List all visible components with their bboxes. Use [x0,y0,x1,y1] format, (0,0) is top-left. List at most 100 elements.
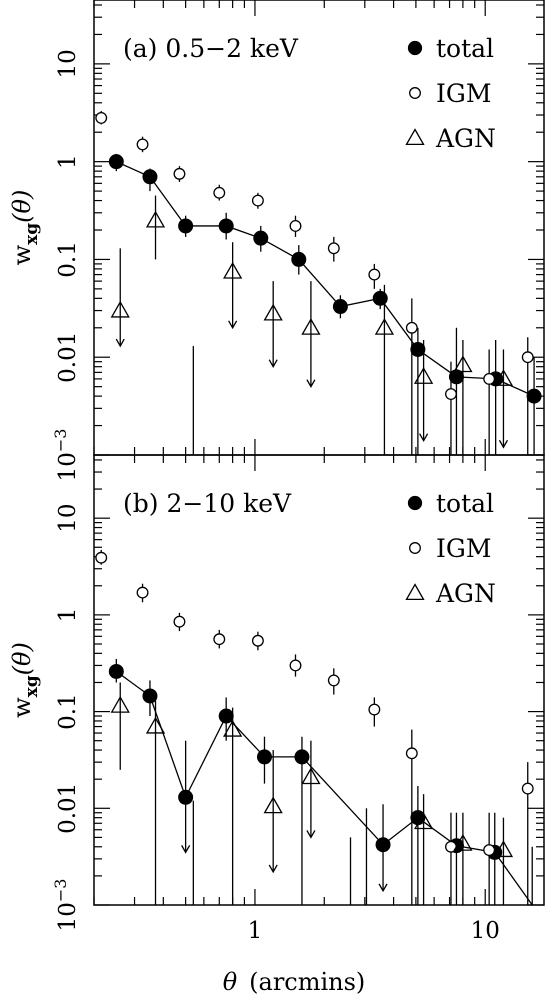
data-point-total [218,218,234,234]
data-point-total [410,341,426,357]
y-tick-label: 0.01 [55,783,81,834]
data-point-agn [145,716,166,734]
data-point-igm [251,634,264,647]
data-point-agn [493,369,514,386]
data-point-agn [145,210,166,228]
data-point-total [448,369,464,385]
y-tick-label: 0.01 [55,332,81,383]
data-point-total [410,810,426,826]
upper-limit-arrow-head [306,830,316,839]
y-tick-label: 1 [55,154,81,169]
data-point-igm [213,186,226,199]
legend-label-agn: AGN [435,579,496,608]
panel-a: 10 1 0.1 0.01 10−3 wxg(θ) (a) 0.5−2 keV total IG… [8,0,545,482]
upper-limit-arrow-head [181,845,191,854]
data-point-total [375,837,391,853]
y-tick-label: 1 [55,608,81,623]
series-total [108,153,542,455]
legend-label-total: total [436,489,494,518]
upper-limit-arrow-head [378,883,388,893]
series-total [108,658,533,906]
data-point-total [108,663,124,679]
data-point-total [291,251,307,267]
y-tick-label-exponent: −3 [51,879,70,903]
data-point-total [108,154,124,170]
data-point-igm [368,703,381,716]
y-axis-title-base: w [8,244,36,265]
y-tick-label: 0.1 [55,241,81,278]
legend-marker-igm [409,542,421,554]
series-line-total [115,670,533,906]
data-point-agn [263,303,283,321]
data-point-agn [301,317,321,335]
x-tick-label: 10 [471,918,500,944]
data-point-igm [327,674,340,687]
data-point-agn [374,317,395,335]
data-point-igm [368,268,381,281]
panel-label-a: (a) 0.5−2 keV [123,34,299,63]
upper-limit-arrow-head [268,864,278,874]
data-point-agn [110,300,130,318]
y-tick-label-exponent: −3 [51,429,70,453]
series-agn [110,195,514,455]
plot-frame-b [93,454,545,906]
y-axis-title-argument: (θ) [8,190,36,223]
data-point-igm [405,747,418,760]
data-point-total [218,708,234,724]
upper-limit-arrow-head [268,359,278,369]
series-agn [110,682,514,905]
data-point-total [142,169,158,185]
data-point-agn [493,840,514,858]
data-point-total [178,218,194,234]
data-point-agn [453,833,473,851]
data-point-igm [173,167,186,180]
data-point-igm [251,194,264,207]
series-igm [95,549,534,905]
data-point-total [142,688,158,704]
data-point-agn [301,767,321,785]
data-point-igm [95,551,108,564]
legend-marker-igm [409,87,421,99]
data-point-igm [173,615,186,628]
data-point-total [178,789,194,805]
y-axis-title-base: w [8,697,36,718]
data-point-agn [263,796,283,814]
y-tick-label: 10 [55,49,81,78]
upper-limit-arrow-head [306,379,316,388]
legend-marker-total [407,40,423,56]
data-point-igm [521,782,534,795]
y-tick-label: 10−3 [51,879,81,932]
data-point-igm [483,844,496,857]
data-point-igm [136,586,149,599]
data-point-total [332,299,348,315]
data-point-igm [289,659,302,672]
legend-label-igm: IGM [436,534,491,563]
data-point-agn [453,355,473,373]
data-point-agn [413,367,434,384]
y-axis-title: wxg(θ) [8,190,42,266]
data-point-agn [413,812,434,830]
data-point-total [253,230,269,246]
y-tick-label: 10−3 [51,429,81,482]
legend-label-igm: IGM [436,79,491,108]
data-point-agn [110,695,130,713]
legend-marker-total [407,495,423,511]
x-axis-unit: (arcmins) [249,968,365,996]
upper-limit-arrow-head [498,439,509,449]
data-point-total [256,749,272,765]
legend-marker-agn [405,583,425,601]
data-point-total [526,388,542,404]
y-tick-label-base: 10 [55,902,81,931]
upper-limit-arrow-head [115,338,125,348]
y-axis-title-argument: (θ) [8,642,36,675]
x-tick-labels: 1 10 [248,918,500,944]
y-axis-title-subscript: xg [22,223,42,245]
upper-limit-arrow-head [228,320,238,330]
series-line-total [116,161,535,397]
data-point-total [372,290,388,306]
data-point-agn [223,719,243,737]
legend-label-total: total [436,34,494,63]
data-point-igm [213,633,226,646]
